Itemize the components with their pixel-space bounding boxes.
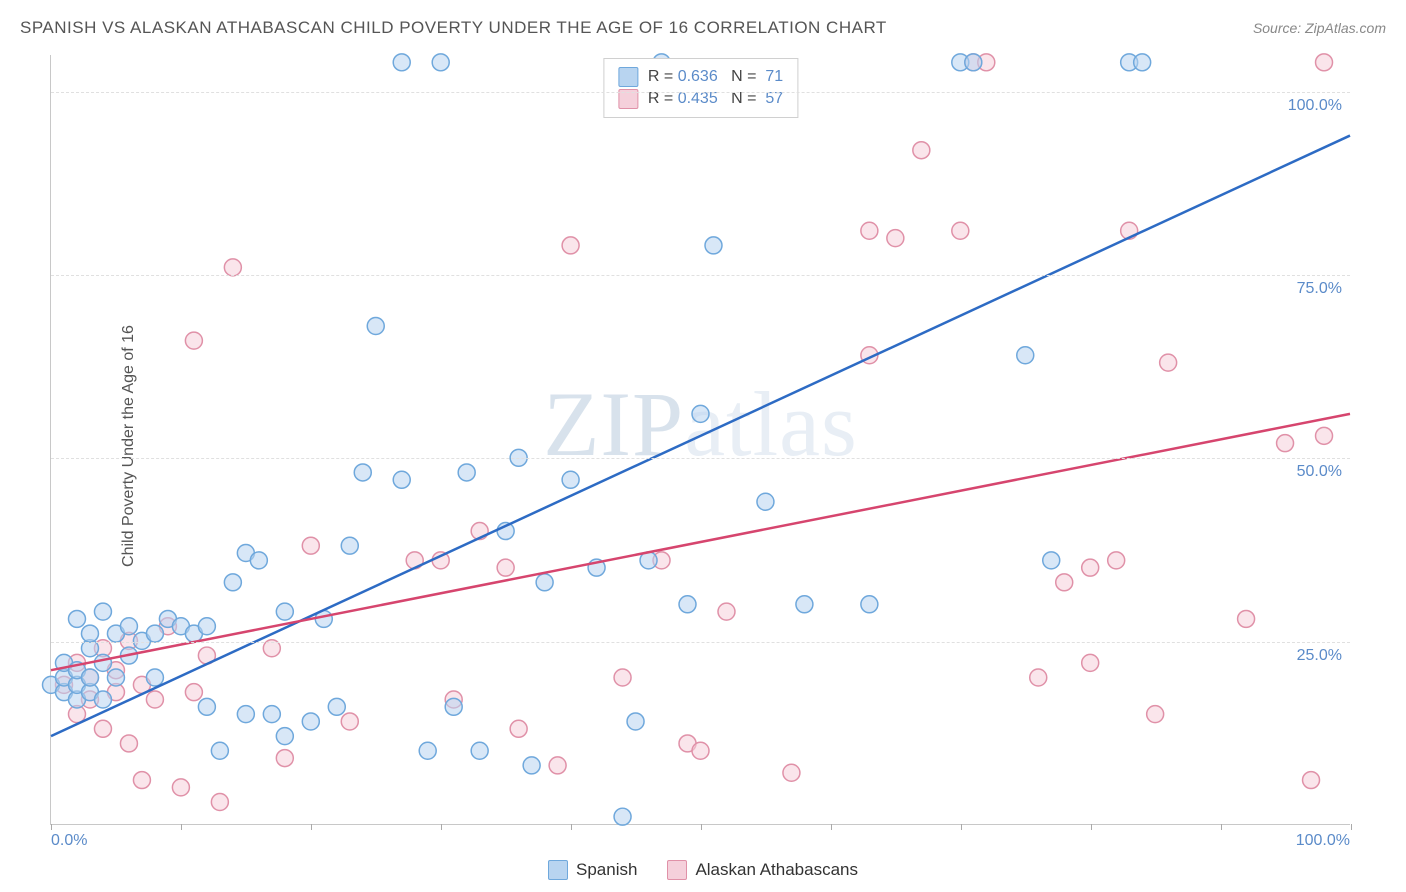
grid-line [51,642,1350,643]
stats-legend: R = 0.636 N = 71 R = 0.435 N = 57 [603,58,798,118]
x-tick [1351,824,1352,830]
x-tick [51,824,52,830]
x-tick [831,824,832,830]
swatch-athabascan-icon [667,860,687,880]
swatch-spanish-icon [548,860,568,880]
x-tick [181,824,182,830]
chart-plot-area: ZIPatlas R = 0.636 N = 71 R = 0.435 N = … [50,55,1350,825]
x-tick [441,824,442,830]
x-tick [1091,824,1092,830]
legend-label-athabascan: Alaskan Athabascans [695,860,858,880]
y-tick-label: 75.0% [1297,280,1342,298]
x-tick [961,824,962,830]
grid-line [51,92,1350,93]
series-legend: Spanish Alaskan Athabascans [548,860,858,880]
legend-label-spanish: Spanish [576,860,637,880]
stats-row-spanish: R = 0.636 N = 71 [618,67,783,87]
y-tick-label: 25.0% [1297,647,1342,665]
x-tick-label-min: 0.0% [51,832,87,850]
grid-line [51,458,1350,459]
x-tick [1221,824,1222,830]
x-tick [571,824,572,830]
legend-item-athabascan: Alaskan Athabascans [667,860,858,880]
swatch-spanish [618,67,638,87]
scatter-plot-svg [51,55,1350,824]
chart-title: SPANISH VS ALASKAN ATHABASCAN CHILD POVE… [20,18,887,38]
grid-line [51,275,1350,276]
x-tick [701,824,702,830]
source-attribution: Source: ZipAtlas.com [1253,20,1386,36]
x-tick-label-max: 100.0% [1296,832,1350,850]
y-tick-label: 50.0% [1297,463,1342,481]
x-tick [311,824,312,830]
legend-item-spanish: Spanish [548,860,637,880]
y-tick-label: 100.0% [1288,97,1342,115]
